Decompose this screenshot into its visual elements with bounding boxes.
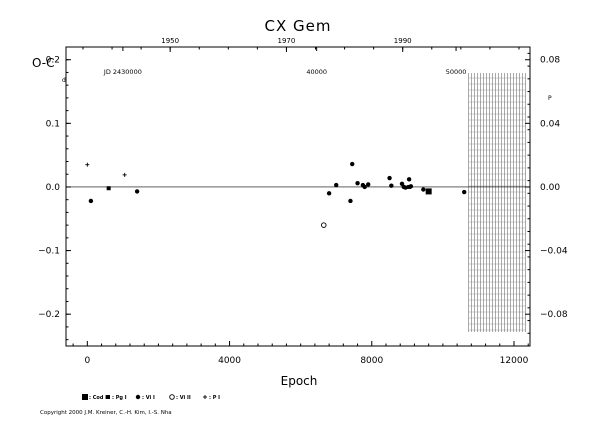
y-tick-label: 0.0 (46, 183, 61, 193)
point-p-i (122, 172, 127, 177)
x-axis-label: Epoch (281, 374, 318, 388)
point-vi-i (389, 183, 394, 188)
x-tick-label: 4000 (218, 356, 241, 366)
jd-label: 50000 (446, 68, 467, 76)
point-vi-i (334, 182, 339, 188)
legend-marker-cod-i (82, 394, 88, 400)
point-vi-ii (321, 222, 327, 228)
year-tick-label: 1990 (394, 37, 412, 45)
legend-marker-vi-ii (169, 394, 175, 400)
right-tick-label: 0.04 (540, 119, 560, 129)
point-pg-i (106, 186, 111, 191)
y-axis-unit: d (62, 77, 66, 84)
point-vi-i (387, 175, 392, 181)
chart-title: CX Gem (265, 17, 332, 35)
point-vi-i (462, 189, 467, 195)
jd-label: 40000 (306, 68, 327, 76)
legend: : Cod I : Pg I : Vi I : Vi II : P I (82, 394, 220, 401)
point-vi-i (348, 198, 353, 204)
y-tick-label: 0.2 (46, 56, 60, 66)
legend-label-cod-i: : Cod I (89, 395, 107, 401)
y-tick-label: −0.1 (38, 247, 60, 257)
point-vi-i (134, 189, 140, 194)
legend-label-vi-i: : Vi I (142, 395, 155, 401)
x-tick-label: 8000 (360, 356, 383, 366)
y-tick-label: −0.2 (38, 310, 60, 320)
legend-marker-pg-i (106, 395, 110, 399)
point-vi-i (421, 187, 426, 192)
year-tick-label: 1950 (161, 37, 179, 45)
legend-label-vi-ii: : Vi II (176, 395, 191, 401)
legend-label-pg-i: : Pg I (112, 395, 127, 401)
point-vi-i (350, 161, 355, 167)
point-vi-i (88, 198, 94, 204)
x-tick-label: 12000 (500, 356, 529, 366)
right-tick-label: 0.08 (540, 56, 560, 66)
right-tick-label: 0.00 (540, 183, 560, 193)
point-vi-i (403, 185, 408, 190)
point-vi-i (355, 180, 360, 186)
point-vi-i (366, 182, 371, 187)
copyright: Copyright 2000 J.M. Kreiner, C.-H. Kim, … (40, 410, 172, 416)
plot-frame (65, 46, 531, 347)
point-vi-i (362, 184, 367, 190)
point-vi-i (408, 184, 414, 189)
point-cod-i (425, 188, 432, 195)
y-axis-label: O-C (32, 56, 55, 70)
right-axis-unit: P (548, 95, 552, 102)
point-vi-i (406, 177, 412, 182)
right-tick-label: −0.08 (540, 310, 568, 320)
point-vi-i (326, 191, 332, 196)
legend-marker-vi-i (135, 394, 141, 400)
year-tick-label: 1970 (278, 37, 296, 45)
legend-label-p-i: : P I (209, 395, 220, 401)
jd-label: JD 2430000 (103, 68, 142, 76)
right-tick-label: −0.04 (540, 247, 568, 257)
y-tick-label: 0.1 (46, 119, 60, 129)
legend-marker-p-i (203, 395, 207, 399)
point-p-i (85, 162, 90, 167)
x-tick-label: 0 (84, 356, 90, 366)
